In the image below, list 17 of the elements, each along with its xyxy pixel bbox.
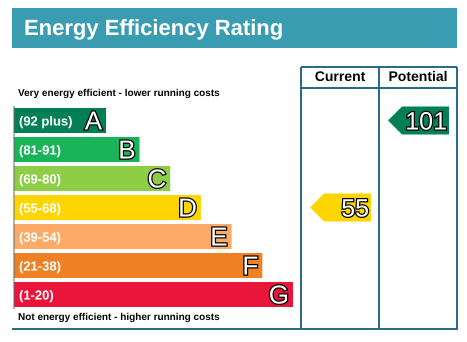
text: Current: [314, 68, 366, 84]
category-label: (1-20) G: [19, 280, 289, 310]
bar: [14, 282, 293, 307]
text: Potential: [387, 68, 449, 84]
text: 55: [341, 194, 369, 222]
text: 101: [405, 108, 447, 136]
text: Not energy efficient - higher running costs: [18, 312, 220, 323]
category-label: (39-54) E: [19, 222, 228, 252]
bar: [14, 224, 232, 249]
bar: [14, 253, 262, 278]
category-label: (55-68) D: [19, 192, 197, 222]
category-label: (21-38) F: [19, 250, 258, 280]
y-tick-label: (92 plus) A: [19, 106, 103, 136]
chart-title: Energy Efficiency Rating: [12, 8, 457, 48]
category-label: (81-91) B: [19, 134, 136, 164]
text: Very energy efficient - lower running costs: [18, 88, 220, 99]
category-label: (69-80) C: [19, 164, 166, 194]
